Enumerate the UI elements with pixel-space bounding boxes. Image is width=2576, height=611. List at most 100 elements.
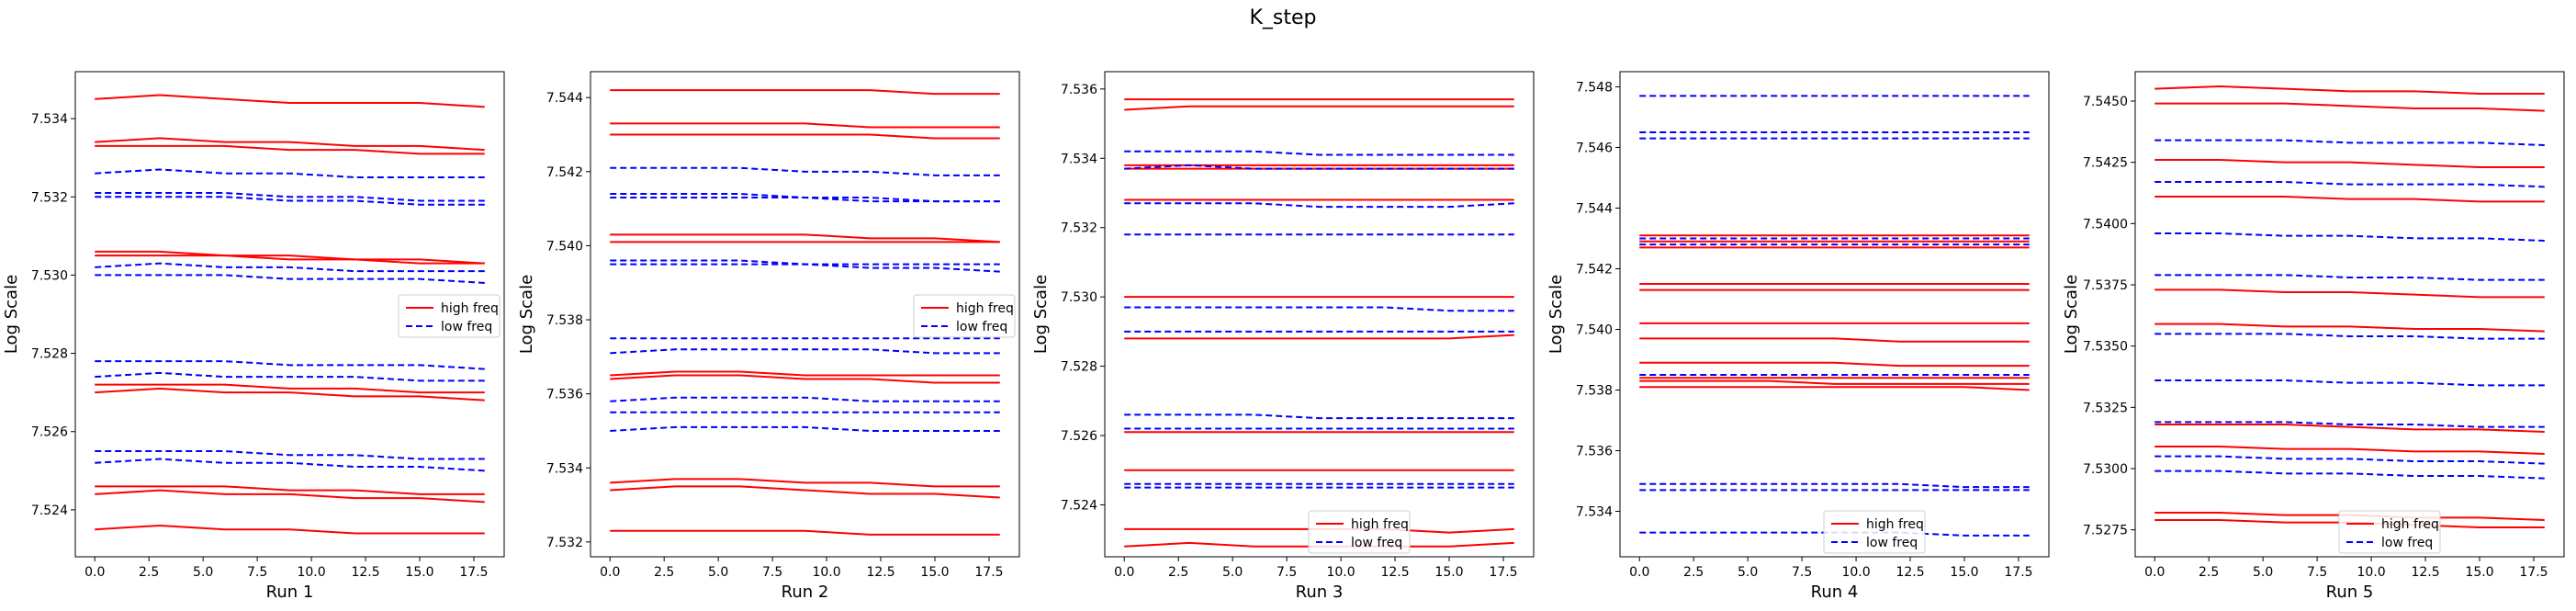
x-tick-label: 0.0 — [1114, 565, 1134, 580]
legend-box — [2338, 510, 2441, 554]
high-freq-line — [2154, 424, 2545, 433]
x-axis-label: Run 3 — [1296, 583, 1344, 602]
y-tick-label: 7.546 — [1576, 141, 1613, 156]
high-freq-line — [2154, 85, 2545, 95]
legend: high freq low freq — [2338, 510, 2441, 554]
series-group — [95, 94, 485, 535]
y-axis-label: Log Scale — [2, 275, 21, 354]
legend-low-label: low freq — [956, 320, 1007, 334]
high-freq-line — [1124, 334, 1514, 340]
x-tick-label: 5.0 — [2253, 565, 2273, 580]
x-tick-label: 0.0 — [600, 565, 620, 580]
x-tick-label: 15.0 — [920, 565, 949, 580]
series-group — [1639, 95, 2030, 537]
high-freq-line — [1639, 361, 2030, 368]
y-tick-label: 7.544 — [1576, 202, 1613, 217]
chart-panel-4: 0.0 2.5 5.0 7.5 10.0 12.5 15.0 17.5 7.534 7.536 7.… — [1547, 71, 2050, 602]
low-freq-line — [2154, 232, 2545, 242]
legend-low-label: low freq — [1351, 536, 1402, 550]
low-freq-line — [95, 274, 485, 284]
chart-panel-3: 0.0 2.5 5.0 7.5 10.0 12.5 15.0 17.5 7.524 7.526 7.… — [1031, 71, 1535, 602]
chart-panel-2: 0.0 2.5 5.0 7.5 10.0 12.5 15.0 17.5 7.532 7.534 7.… — [517, 71, 1020, 602]
y-tick-label: 7.542 — [546, 165, 583, 180]
high-freq-line — [610, 478, 1000, 488]
low-freq-line — [1124, 413, 1514, 420]
x-tick-label: 2.5 — [1168, 565, 1188, 580]
low-freq-line — [2154, 333, 2545, 340]
plot-frame — [590, 71, 1020, 558]
x-axis-label: Run 1 — [266, 583, 314, 602]
x-tick-label: 12.5 — [866, 565, 894, 580]
low-freq-line — [95, 458, 485, 472]
y-tick-label: 7.530 — [1061, 290, 1097, 305]
high-freq-line — [610, 233, 1000, 243]
x-tick-label: 15.0 — [1434, 565, 1463, 580]
y-tick-label: 7.538 — [546, 313, 583, 328]
y-tick-label: 7.534 — [1061, 152, 1097, 166]
x-tick-label: 5.0 — [1222, 565, 1243, 580]
x-tick-label: 5.0 — [1738, 565, 1758, 580]
x-tick-label: 12.5 — [2411, 565, 2439, 580]
x-axis-label: Run 4 — [1811, 583, 1859, 602]
x-tick-label: 15.0 — [1950, 565, 1978, 580]
x-tick-label: 2.5 — [654, 565, 674, 580]
high-freq-line — [1639, 386, 2030, 391]
y-tick-label: 7.526 — [31, 425, 68, 440]
high-freq-line — [95, 524, 485, 535]
high-freq-line — [95, 94, 485, 108]
legend-high-label: high freq — [1351, 517, 1409, 532]
legend-box — [1823, 510, 1926, 554]
x-tick-label: 0.0 — [1629, 565, 1649, 580]
high-freq-line — [1639, 337, 2030, 343]
series-group — [610, 89, 1000, 536]
legend-high-label: high freq — [441, 301, 499, 316]
high-freq-line — [95, 144, 485, 155]
y-tick-label: 7.548 — [1576, 81, 1613, 96]
y-tick-label: 7.526 — [1061, 429, 1097, 444]
high-freq-line — [95, 137, 485, 152]
high-freq-line — [610, 370, 1000, 377]
low-freq-line — [610, 166, 1000, 176]
legend-low-label: low freq — [441, 320, 492, 334]
x-tick-label: 17.5 — [2519, 565, 2548, 580]
y-tick-label: 7.536 — [1061, 83, 1097, 97]
x-tick-label: 2.5 — [2199, 565, 2219, 580]
y-tick-label: 7.534 — [1576, 505, 1613, 520]
y-tick-label: 7.534 — [546, 461, 583, 476]
y-tick-label: 7.5375 — [2083, 278, 2128, 293]
low-freq-line — [1124, 164, 1514, 170]
y-tick-label: 7.534 — [31, 112, 68, 127]
low-freq-line — [1124, 202, 1514, 209]
high-freq-line — [610, 374, 1000, 384]
high-freq-line — [2154, 446, 2545, 455]
y-tick-label: 7.538 — [1576, 384, 1613, 399]
y-tick-label: 7.524 — [31, 504, 68, 518]
legend-low-label: low freq — [1866, 536, 1918, 550]
low-freq-line — [610, 425, 1000, 432]
high-freq-line — [2154, 159, 2545, 168]
y-axis-label: Log Scale — [517, 275, 536, 354]
x-tick-label: 7.5 — [1792, 565, 1812, 580]
y-tick-label: 7.542 — [1576, 263, 1613, 277]
legend: high freq low freq — [913, 294, 1016, 338]
y-tick-label: 7.540 — [1576, 323, 1613, 338]
low-freq-line — [95, 196, 485, 206]
y-axis-label: Log Scale — [1031, 275, 1051, 354]
y-axis-label: Log Scale — [2062, 275, 2081, 354]
x-tick-label: 15.0 — [405, 565, 433, 580]
x-tick-label: 15.0 — [2465, 565, 2493, 580]
y-tick-label: 7.536 — [546, 388, 583, 402]
x-tick-label: 7.5 — [2307, 565, 2327, 580]
x-tick-label: 7.5 — [762, 565, 782, 580]
high-freq-line — [2154, 102, 2545, 112]
low-freq-line — [2154, 470, 2545, 480]
low-freq-line — [2154, 379, 2545, 387]
low-freq-line — [95, 360, 485, 370]
y-tick-label: 7.5325 — [2083, 401, 2128, 415]
high-freq-line — [1124, 105, 1514, 111]
x-tick-label: 17.5 — [1489, 565, 1517, 580]
chart-panel-1: 0.0 2.5 5.0 7.5 10.0 12.5 15.0 17.5 7.524 7.526 7.… — [2, 71, 505, 602]
plot-frame — [1104, 71, 1535, 558]
y-tick-label: 7.528 — [31, 347, 68, 362]
y-tick-label: 7.544 — [546, 91, 583, 106]
